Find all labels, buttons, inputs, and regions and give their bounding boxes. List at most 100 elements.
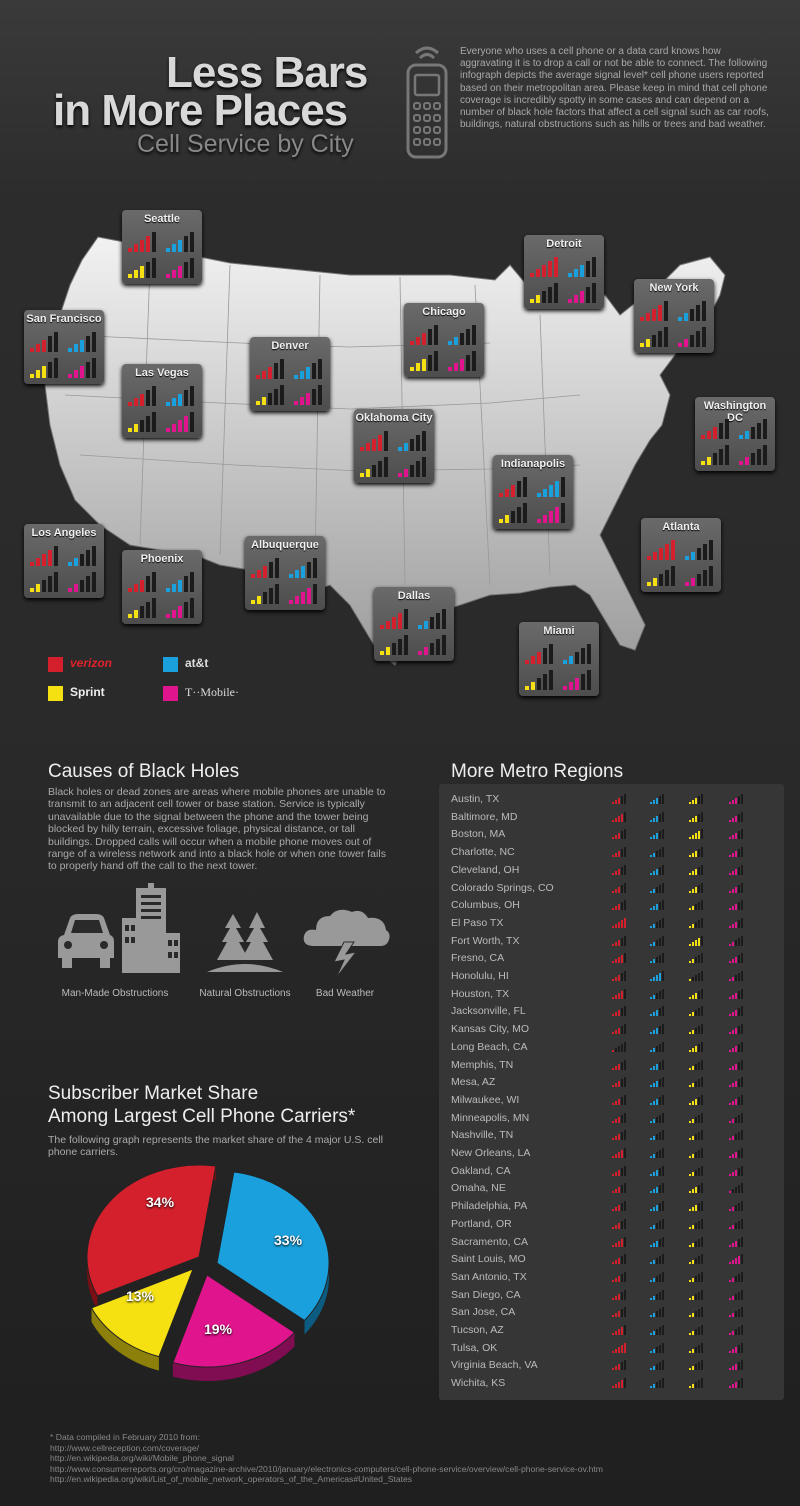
signal-bar [741,1059,743,1070]
signal-bar [621,1132,623,1141]
metro-signal-bars [650,1254,664,1265]
signal-bar [251,600,255,604]
signal-bar [36,370,40,378]
signal-bar [650,1085,652,1088]
signal-bar [618,1134,620,1141]
signal-bar [624,988,626,999]
signal-bar [741,1077,743,1088]
signal-bar [698,1061,700,1070]
metro-city-name: Philadelphia, PA [451,1200,528,1213]
metro-signal-bars [612,1360,626,1371]
metro-signal-bars [729,900,743,911]
signal-bar [732,1207,734,1212]
signal-bar [618,1063,620,1070]
signal-bar [621,902,623,911]
signal-bar [684,339,688,347]
signal-bar [386,621,390,629]
metro-table: Austin, TX Baltimore, MD Boston, MA Charlot… [439,784,784,1400]
signal-bar [615,888,617,893]
signal-bar [741,1148,743,1158]
signal-bar [698,1185,700,1194]
pie-slice-sprint [90,1268,194,1358]
signal-bar [729,1032,731,1035]
signal-bar [295,570,299,578]
signal-bar [398,447,402,451]
signal-bar [738,1256,740,1265]
signal-bar [656,992,658,999]
metro-row: Boston, MA [439,825,784,843]
metro-signal-bars [612,1094,626,1105]
signal-bar [624,847,626,858]
signal-bar [178,240,182,252]
signal-bar [664,327,668,347]
signal-bar [701,1130,703,1141]
signal-bar [671,566,675,586]
footnote-link[interactable]: http://en.wikipedia.org/wiki/Mobile_phon… [50,1453,234,1464]
signal-bar [647,582,651,586]
footnote-link[interactable]: http://www.consumerreports.org/cro/magaz… [50,1463,603,1474]
signal-bar [695,886,697,893]
signal-bar [739,435,743,439]
signal-bar [621,955,623,964]
signal-bar [656,1258,658,1265]
signal-bar [656,1346,658,1353]
signal-bar [662,882,664,893]
signal-bar [702,301,706,321]
signal-bar [656,886,658,893]
metro-signal-bars [612,1236,626,1247]
signal-bar [618,1275,620,1282]
signal-bar [517,481,521,497]
signal-bar [404,635,408,655]
city-card: Phoenix [122,550,202,624]
signal-bar [549,644,553,664]
signal-bar [701,811,703,822]
metro-signal-bars [612,1254,626,1265]
signal-bar [178,266,182,278]
signal-bar [410,439,414,451]
signal-bar [729,1244,731,1247]
signal-bar [612,1067,614,1070]
signal-bar [729,1102,731,1105]
signal-bar [692,1154,694,1158]
metro-signal-bars [689,1201,703,1212]
signal-bar [653,1030,655,1035]
signal-bar [621,849,623,858]
signal-bar [689,943,691,946]
signal-bar [404,443,408,451]
signal-bar [692,941,694,946]
metro-signal-bars [729,1254,743,1265]
signal-bar [695,1205,697,1212]
signal-bar [618,1045,620,1052]
signal-bar [134,584,138,592]
signal-bar [554,257,558,277]
signal-bar [709,566,713,586]
metro-signal-bars [612,1006,626,1017]
signal-bar [732,1047,734,1052]
signal-bar [624,953,626,964]
signal-bar [384,457,388,477]
signal-bar [612,908,614,911]
city-card: New York [634,279,714,353]
signal-bar [190,258,194,278]
metro-signal-bars [650,1094,664,1105]
footnote-link[interactable]: http://en.wikipedia.org/wiki/List_of_mob… [50,1474,413,1485]
signal-bar [268,367,272,379]
metro-signal-bars [650,1165,664,1176]
signal-bar [536,269,540,277]
signal-bar [656,1098,658,1105]
signal-bar [689,1102,691,1105]
signal-bar [653,1242,655,1247]
signal-bar [656,1081,658,1088]
signal-bar [650,802,652,804]
footnote-link[interactable]: http://www.cellreception.com/coverage/ [50,1442,200,1453]
signal-bar [698,955,700,964]
signal-bar [392,643,396,655]
signal-bar [587,670,591,690]
signal-bar [268,393,272,405]
metro-signal-bars [689,1183,703,1194]
metro-row: San Antonio, TX [439,1268,784,1286]
signal-bar [695,1293,697,1300]
signal-bar [659,574,663,586]
signal-bar [692,1313,694,1318]
signal-bar [735,1028,737,1035]
